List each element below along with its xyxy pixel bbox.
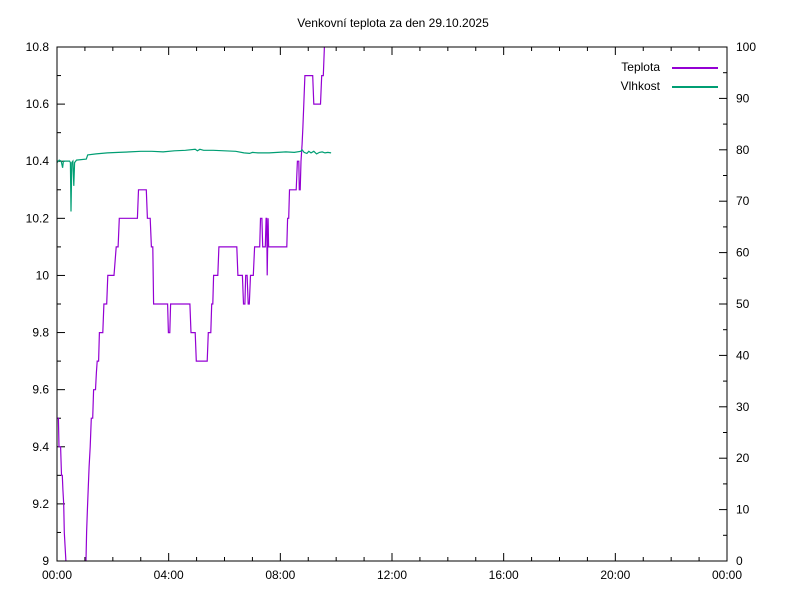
teplota-line-swatch <box>672 66 718 69</box>
y-right-tick-label: 20 <box>736 451 750 465</box>
y-right-tick-label: 90 <box>736 91 750 105</box>
y-left-tick-label: 9.6 <box>32 383 49 397</box>
series-lines <box>57 47 332 561</box>
y-right-tick-label: 30 <box>736 400 750 414</box>
y-left-tick-label: 10.4 <box>26 154 50 168</box>
y-left-tick-label: 9.2 <box>32 497 49 511</box>
y-left-tick-label: 10.2 <box>26 211 50 225</box>
legend-label-vlhkost: Vlhkost <box>620 79 660 93</box>
x-tick-label: 00:00 <box>712 568 742 582</box>
y-left-tick-label: 9.4 <box>32 440 49 454</box>
y-left-tick-label: 10.8 <box>26 40 50 54</box>
y-right-tick-label: 0 <box>736 554 743 568</box>
x-tick-label: 20:00 <box>600 568 630 582</box>
y-right-tick-label: 40 <box>736 348 750 362</box>
y-right-tick-label: 60 <box>736 246 750 260</box>
legend-item-vlhkost: Vlhkost <box>560 77 718 96</box>
humidity-line <box>57 148 332 212</box>
axis-labels: 00:00 04:00 08:00 12:00 16:00 20:00 00:0099.29… <box>26 40 757 582</box>
legend: Teplota Vlhkost <box>560 58 718 96</box>
legend-item-teplota: Teplota <box>560 58 718 77</box>
vlhkost-line-swatch <box>672 85 718 88</box>
y-right-tick-label: 80 <box>736 143 750 157</box>
temperature-line <box>57 47 326 561</box>
y-left-tick-label: 10 <box>36 268 50 282</box>
x-tick-label: 12:00 <box>377 568 407 582</box>
legend-label-teplota: Teplota <box>621 60 660 74</box>
y-right-tick-label: 10 <box>736 503 750 517</box>
x-tick-label: 00:00 <box>42 568 72 582</box>
x-tick-label: 16:00 <box>489 568 519 582</box>
y-left-tick-label: 9.8 <box>32 326 49 340</box>
x-tick-label: 04:00 <box>154 568 184 582</box>
y-right-tick-label: 70 <box>736 194 750 208</box>
chart-title: Venkovní teplota za den 29.10.2025 <box>297 16 489 30</box>
y-left-tick-label: 9 <box>42 554 49 568</box>
y-right-tick-label: 50 <box>736 297 750 311</box>
plot-border <box>56 46 728 562</box>
x-tick-label: 08:00 <box>265 568 295 582</box>
y-right-tick-label: 100 <box>736 40 756 54</box>
y-left-tick-label: 10.6 <box>26 97 50 111</box>
